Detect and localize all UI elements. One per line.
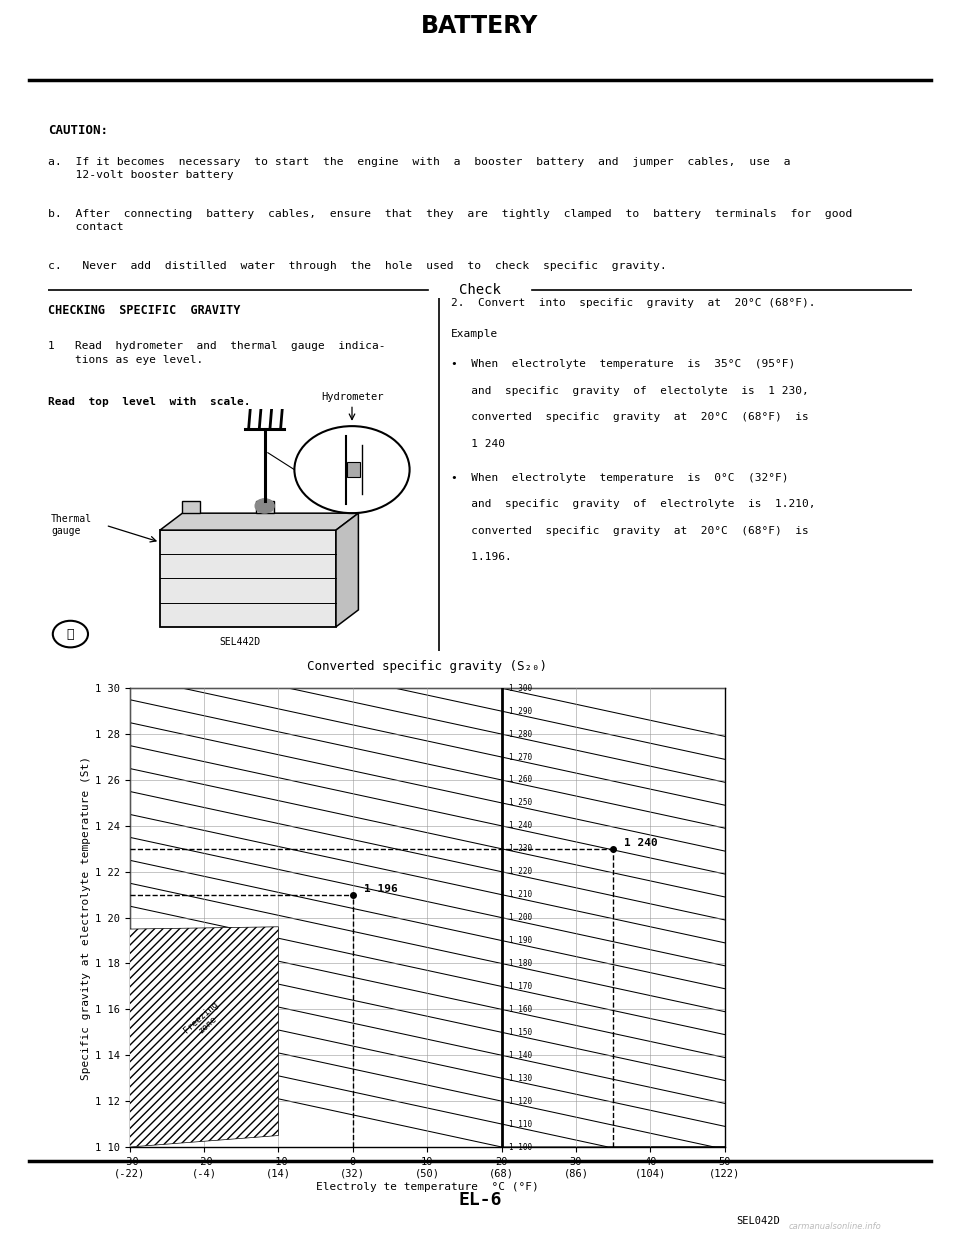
Bar — [160, 531, 336, 627]
Text: 1 140: 1 140 — [509, 1050, 532, 1060]
Text: •  When  electrolyte  temperature  is  35°C  (95°F): • When electrolyte temperature is 35°C (… — [451, 360, 796, 370]
Text: 1 230: 1 230 — [509, 844, 532, 853]
Bar — [348, 463, 360, 477]
Text: 1.196.: 1.196. — [451, 552, 512, 562]
Text: carmanualsonline.info: carmanualsonline.info — [789, 1221, 881, 1231]
Text: 1 260: 1 260 — [509, 775, 532, 785]
Text: CAUTION:: CAUTION: — [48, 124, 108, 136]
Text: 1 300: 1 300 — [509, 683, 532, 693]
Text: 1 210: 1 210 — [509, 890, 532, 899]
Text: 2.  Convert  into  specific  gravity  at  20°C (68°F).: 2. Convert into specific gravity at 20°C… — [451, 298, 816, 308]
Text: c.   Never  add  distilled  water  through  the  hole  used  to  check  specific: c. Never add distilled water through the… — [48, 260, 667, 270]
Circle shape — [255, 498, 275, 513]
Text: SEL442D: SEL442D — [220, 637, 260, 647]
Text: Ⓝ: Ⓝ — [66, 627, 74, 641]
Text: Converted specific gravity (S₂₀): Converted specific gravity (S₂₀) — [307, 660, 547, 673]
Text: EL-6: EL-6 — [458, 1190, 502, 1209]
Y-axis label: Specific gravity at electrolyte temperature (St): Specific gravity at electrolyte temperat… — [81, 755, 90, 1080]
Polygon shape — [160, 513, 358, 531]
Text: 1 100: 1 100 — [509, 1142, 532, 1152]
Bar — [256, 501, 274, 513]
X-axis label: Electroly te temperature  °C (°F): Electroly te temperature °C (°F) — [316, 1183, 539, 1193]
Text: BATTERY: BATTERY — [421, 15, 539, 38]
Text: 1 190: 1 190 — [509, 936, 532, 945]
Text: 1 200: 1 200 — [509, 913, 532, 923]
Text: 1 130: 1 130 — [509, 1074, 532, 1083]
Text: a.  If it becomes  necessary  to start  the  engine  with  a  booster  battery  : a. If it becomes necessary to start the … — [48, 156, 790, 180]
Text: SEL042D: SEL042D — [736, 1215, 780, 1226]
Text: 1 240: 1 240 — [451, 439, 505, 449]
Text: 1 160: 1 160 — [509, 1004, 532, 1014]
Text: CHECKING  SPECIFIC  GRAVITY: CHECKING SPECIFIC GRAVITY — [48, 304, 240, 316]
Text: Freezing
zone: Freezing zone — [181, 999, 227, 1043]
Text: 1 120: 1 120 — [509, 1096, 532, 1106]
Text: Read  top  level  with  scale.: Read top level with scale. — [48, 397, 251, 407]
Text: 1 240: 1 240 — [624, 838, 659, 848]
Polygon shape — [130, 926, 278, 1147]
Text: Hydrometer: Hydrometer — [321, 392, 383, 402]
Text: Check: Check — [459, 283, 501, 298]
Text: 1 280: 1 280 — [509, 729, 532, 739]
Text: 1 290: 1 290 — [509, 707, 532, 715]
Text: and  specific  gravity  of  electolyte  is  1 230,: and specific gravity of electolyte is 1 … — [451, 386, 809, 396]
Polygon shape — [336, 513, 358, 627]
Text: 1 196: 1 196 — [364, 884, 397, 894]
Text: Example: Example — [451, 330, 498, 340]
Text: converted  specific  gravity  at  20°C  (68°F)  is: converted specific gravity at 20°C (68°F… — [451, 526, 809, 536]
Text: 1 240: 1 240 — [509, 821, 532, 831]
Text: b.  After  connecting  battery  cables,  ensure  that  they  are  tightly  clamp: b. After connecting battery cables, ensu… — [48, 208, 852, 232]
Text: 1 170: 1 170 — [509, 982, 532, 991]
Text: 1 180: 1 180 — [509, 959, 532, 968]
Text: 1 250: 1 250 — [509, 799, 532, 807]
Text: 1 110: 1 110 — [509, 1120, 532, 1128]
Text: 1   Read  hydrometer  and  thermal  gauge  indica-
    tions as eye level.: 1 Read hydrometer and thermal gauge indi… — [48, 341, 386, 366]
Text: •  When  electrolyte  temperature  is  0°C  (32°F): • When electrolyte temperature is 0°C (3… — [451, 472, 789, 482]
Text: and  specific  gravity  of  electrolyte  is  1.210,: and specific gravity of electrolyte is 1… — [451, 498, 816, 510]
Text: 1 270: 1 270 — [509, 753, 532, 761]
Text: 1 150: 1 150 — [509, 1028, 532, 1037]
Bar — [182, 501, 200, 513]
Text: converted  specific  gravity  at  20°C  (68°F)  is: converted specific gravity at 20°C (68°F… — [451, 413, 809, 423]
Text: 1 220: 1 220 — [509, 867, 532, 877]
Text: Thermal
gauge: Thermal gauge — [51, 515, 92, 537]
